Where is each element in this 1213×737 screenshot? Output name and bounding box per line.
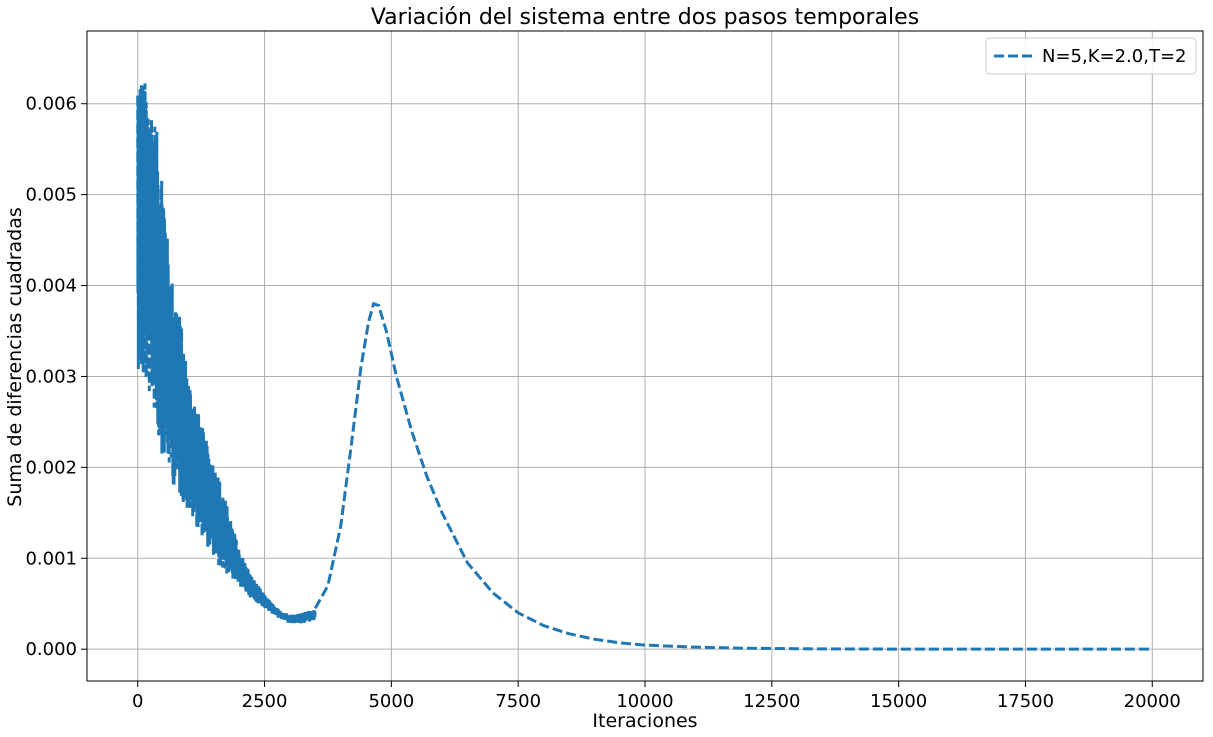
x-tick-label: 0: [132, 691, 143, 712]
x-tick-label: 2500: [242, 691, 288, 712]
legend: N=5,K=2.0,T=2: [985, 37, 1197, 75]
x-tick-label: 17500: [997, 691, 1054, 712]
y-tick-label: 0.004: [25, 276, 77, 297]
y-tick-label: 0.001: [25, 548, 77, 569]
x-tick-label: 15000: [870, 691, 927, 712]
x-tick-label: 10000: [616, 691, 673, 712]
y-axis-ticks: 0.000 0.001 0.002 0.003 0.004 0.005 0.006: [25, 94, 87, 660]
y-tick-label: 0.005: [25, 185, 77, 206]
y-tick-label: 0.006: [25, 94, 77, 115]
legend-box: [985, 37, 1197, 75]
y-axis-label: Suma de diferencias cuadradas: [4, 207, 26, 506]
x-axis-ticks: 0 2500 5000 7500 10000 12500 15000 17500 20000: [132, 681, 1181, 712]
series-line-noisy: [136, 83, 317, 624]
x-tick-label: 5000: [368, 691, 414, 712]
y-tick-label: 0.002: [25, 457, 77, 478]
series-layer: [136, 83, 1153, 651]
x-tick-label: 20000: [1124, 691, 1181, 712]
x-tick-label: 7500: [495, 691, 541, 712]
legend-label: N=5,K=2.0,T=2: [1042, 46, 1186, 67]
x-tick-label: 12500: [743, 691, 800, 712]
chart-title: Variación del sistema entre dos pasos te…: [371, 5, 919, 30]
y-tick-label: 0.003: [25, 366, 77, 387]
y-tick-label: 0.000: [25, 639, 77, 660]
series-line: [313, 301, 1153, 651]
x-axis-label: Iteraciones: [592, 710, 697, 732]
